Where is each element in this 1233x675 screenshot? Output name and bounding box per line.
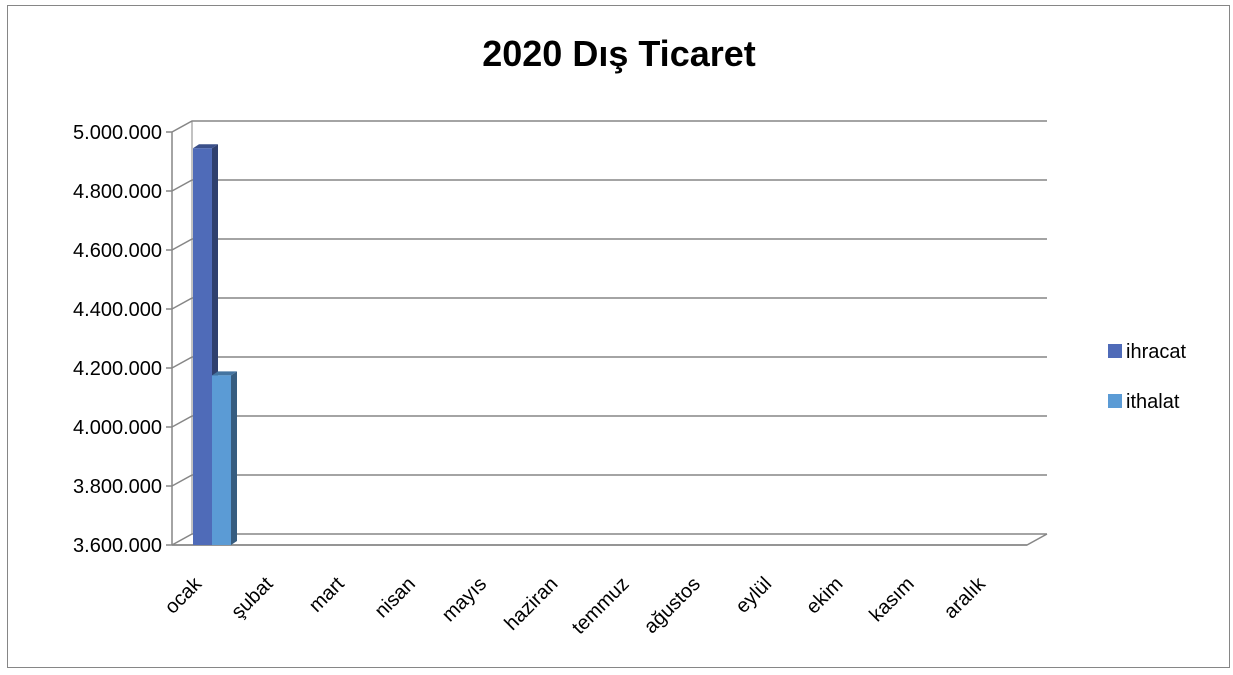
y-tick-label: 3.800.000 bbox=[73, 476, 162, 498]
bar-side bbox=[231, 371, 237, 545]
x-tick-label: eylül bbox=[732, 573, 777, 618]
gridline bbox=[172, 357, 1047, 368]
x-tick-label: şubat bbox=[227, 573, 277, 623]
axes bbox=[166, 121, 1027, 545]
x-tick-label: ekim bbox=[802, 573, 847, 618]
x-tick-label: mart bbox=[305, 573, 349, 617]
bars bbox=[193, 144, 237, 545]
legend-swatch bbox=[1108, 344, 1122, 358]
legend: ihracat ithalat bbox=[1108, 341, 1186, 413]
x-tick-label: aralık bbox=[940, 572, 991, 623]
bar bbox=[212, 375, 231, 545]
y-tick-label: 4.400.000 bbox=[73, 299, 162, 321]
gridline bbox=[172, 475, 1047, 486]
x-tick-label: temmuz bbox=[568, 573, 634, 639]
legend-swatch bbox=[1108, 394, 1122, 408]
legend-label: ithalat bbox=[1126, 391, 1180, 413]
gridline bbox=[172, 298, 1047, 309]
x-tick-label: nisan bbox=[371, 573, 420, 622]
y-tick-label: 3.600.000 bbox=[73, 535, 162, 557]
x-tick-label: ağustos bbox=[640, 573, 705, 638]
gridline bbox=[172, 239, 1047, 250]
x-axis-ticks: ocak şubat mart nisan mayıs haziran temmuz ağus… bbox=[161, 572, 991, 639]
y-tick-label: 5.000.000 bbox=[73, 122, 162, 144]
x-tick-label: kasım bbox=[865, 573, 918, 626]
bar bbox=[193, 148, 212, 545]
y-tick-label: 4.000.000 bbox=[73, 417, 162, 439]
gridline bbox=[172, 121, 1047, 132]
y-tick-label: 4.200.000 bbox=[73, 358, 162, 380]
x-tick-label: ocak bbox=[161, 572, 207, 618]
gridline bbox=[172, 416, 1047, 427]
x-tick-label: mayıs bbox=[438, 573, 491, 626]
legend-label: ihracat bbox=[1126, 341, 1186, 363]
y-tick-label: 4.800.000 bbox=[73, 181, 162, 203]
y-axis-ticks: 3.600.000 3.800.000 4.000.000 4.200.000 4.40… bbox=[73, 122, 162, 557]
floor-edge bbox=[172, 534, 1047, 545]
chart-title: 2020 Dış Ticaret bbox=[482, 33, 756, 74]
gridline bbox=[172, 180, 1047, 191]
gridlines bbox=[172, 121, 1047, 545]
gridline bbox=[172, 534, 1047, 545]
x-tick-label: haziran bbox=[500, 573, 562, 635]
y-tick-label: 4.600.000 bbox=[73, 240, 162, 262]
